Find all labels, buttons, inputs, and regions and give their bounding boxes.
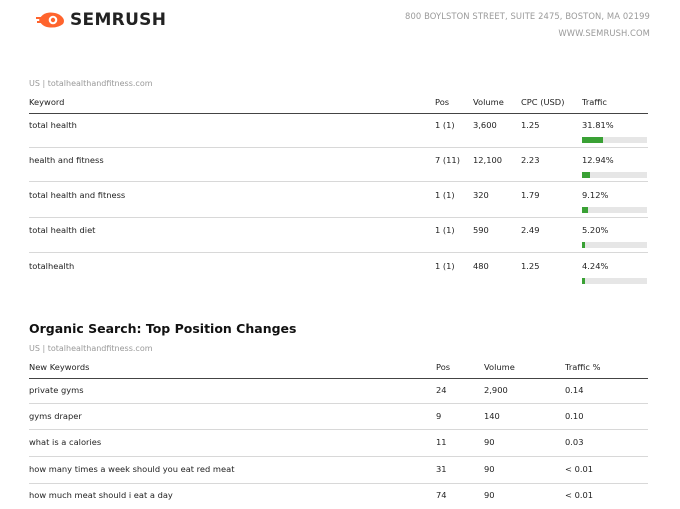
traffic-bar [582, 278, 647, 284]
traffic-bar-fill [582, 172, 591, 178]
keyword-cell: private gyms [29, 385, 84, 395]
brand-name: SEMRUSH [70, 10, 167, 30]
traffic-cell: 0.10 [565, 411, 584, 421]
traffic-cell: 9.12% [582, 190, 609, 200]
traffic-cell: < 0.01 [565, 464, 594, 474]
keyword-cell: totalhealth [29, 261, 75, 271]
col-new-keywords: New Keywords [29, 362, 90, 372]
col-pos: Pos [435, 97, 450, 107]
traffic-bar [582, 242, 647, 248]
traffic-cell: 12.94% [582, 155, 614, 165]
keyword-cell: how many times a week should you eat red… [29, 464, 235, 474]
traffic-bar [582, 207, 647, 213]
company-website[interactable]: WWW.SEMRUSH.COM [558, 28, 650, 38]
volume-cell: 320 [473, 190, 489, 200]
traffic-cell: 31.81% [582, 120, 614, 130]
traffic-cell: 0.03 [565, 437, 584, 447]
table-row: how much meat should i eat a day 74 90 <… [29, 490, 648, 506]
col-keyword: Keyword [29, 97, 65, 107]
table-row: private gyms 24 2,900 0.14 [29, 385, 648, 404]
volume-cell: 590 [473, 225, 489, 235]
cpc-cell: 1.25 [521, 120, 540, 130]
traffic-bar-fill [582, 242, 586, 248]
pos-cell: 74 [436, 490, 447, 500]
table-row: how many times a week should you eat red… [29, 464, 648, 484]
traffic-bar-fill [582, 278, 585, 284]
volume-cell: 480 [473, 261, 489, 271]
table-row: total health and fitness 1 (1) 320 1.79 … [29, 190, 648, 218]
col-traffic: Traffic [582, 97, 607, 107]
volume-cell: 90 [484, 464, 495, 474]
table-row: what is a calories 11 90 0.03 [29, 437, 648, 457]
database-label: US | totalhealthandfitness.com [29, 344, 153, 353]
traffic-bar-fill [582, 207, 588, 213]
pos-cell: 1 (1) [435, 225, 455, 235]
cpc-cell: 2.23 [521, 155, 540, 165]
keyword-cell: total health diet [29, 225, 96, 235]
pos-cell: 31 [436, 464, 447, 474]
table-row: total health diet 1 (1) 590 2.49 5.20% [29, 225, 648, 253]
pos-cell: 1 (1) [435, 190, 455, 200]
table-row: health and fitness 7 (11) 12,100 2.23 12… [29, 155, 648, 182]
volume-cell: 90 [484, 490, 495, 500]
pos-cell: 11 [436, 437, 447, 447]
cpc-cell: 2.49 [521, 225, 540, 235]
pos-cell: 1 (1) [435, 261, 455, 271]
traffic-cell: 0.14 [565, 385, 584, 395]
volume-cell: 3,600 [473, 120, 497, 130]
volume-cell: 2,900 [484, 385, 508, 395]
traffic-bar [582, 172, 647, 178]
pos-cell: 1 (1) [435, 120, 455, 130]
pos-cell: 7 (11) [435, 155, 460, 165]
keywords-table-header: Keyword Pos Volume CPC (USD) Traffic [29, 97, 648, 114]
keyword-cell: total health and fitness [29, 190, 126, 200]
traffic-cell: < 0.01 [565, 490, 594, 500]
col-volume: Volume [473, 97, 504, 107]
col-traffic-percent: Traffic % [565, 362, 601, 372]
traffic-bar [582, 137, 647, 143]
database-label: US | totalhealthandfitness.com [29, 79, 153, 88]
table-row: totalhealth 1 (1) 480 1.25 4.24% [29, 261, 648, 288]
keyword-cell: what is a calories [29, 437, 102, 447]
volume-cell: 90 [484, 437, 495, 447]
semrush-flame-icon [36, 12, 64, 28]
traffic-cell: 5.20% [582, 225, 609, 235]
cpc-cell: 1.79 [521, 190, 540, 200]
semrush-logo: SEMRUSH [36, 10, 166, 30]
table-row: total health 1 (1) 3,600 1.25 31.81% [29, 120, 648, 148]
volume-cell: 140 [484, 411, 500, 421]
section-title: Organic Search: Top Position Changes [29, 321, 297, 336]
pos-cell: 24 [436, 385, 447, 395]
traffic-bar-fill [582, 137, 603, 143]
keyword-cell: how much meat should i eat a day [29, 490, 173, 500]
table-row: gyms draper 9 140 0.10 [29, 411, 648, 430]
col-cpc: CPC (USD) [521, 97, 565, 107]
col-pos: Pos [436, 362, 451, 372]
keyword-cell: health and fitness [29, 155, 104, 165]
col-volume: Volume [484, 362, 515, 372]
company-address: 800 BOYLSTON STREET, SUITE 2475, BOSTON,… [405, 11, 650, 21]
keyword-cell: gyms draper [29, 411, 82, 421]
cpc-cell: 1.25 [521, 261, 540, 271]
company-address-block: 800 BOYLSTON STREET, SUITE 2475, BOSTON,… [405, 8, 650, 42]
pos-cell: 9 [436, 411, 442, 421]
changes-table-header: New Keywords Pos Volume Traffic % [29, 362, 648, 379]
keyword-cell: total health [29, 120, 77, 130]
volume-cell: 12,100 [473, 155, 503, 165]
traffic-cell: 4.24% [582, 261, 609, 271]
